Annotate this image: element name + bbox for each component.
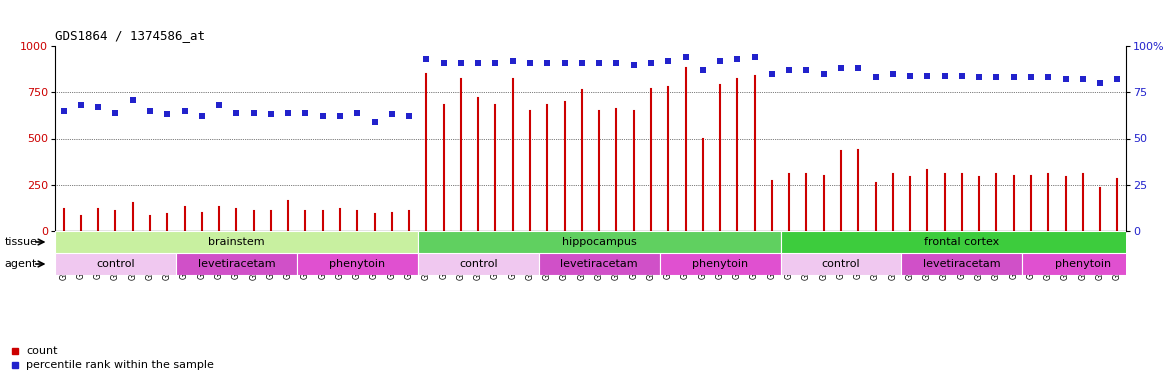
Text: tissue: tissue — [5, 237, 38, 247]
Point — [935, 73, 954, 79]
Point — [659, 58, 677, 64]
Point — [521, 60, 540, 66]
Point — [227, 110, 246, 116]
Point — [486, 60, 505, 66]
Point — [88, 104, 107, 110]
Text: count: count — [26, 346, 58, 356]
Point — [694, 67, 713, 73]
Point — [866, 75, 884, 81]
Point — [970, 75, 989, 81]
Point — [780, 67, 799, 73]
Point — [1004, 75, 1023, 81]
Text: frontal cortex: frontal cortex — [924, 237, 1000, 247]
Point — [400, 113, 419, 119]
Bar — [417, 231, 781, 253]
Point — [607, 60, 626, 66]
Bar — [539, 253, 660, 275]
Point — [123, 97, 142, 103]
Point — [624, 62, 643, 68]
Bar — [660, 253, 781, 275]
Text: agent: agent — [5, 259, 36, 269]
Point — [417, 56, 436, 62]
Point — [348, 110, 367, 116]
Point — [209, 102, 228, 108]
Point — [141, 108, 160, 114]
Point — [193, 113, 212, 119]
Point — [54, 108, 73, 114]
Point — [106, 110, 125, 116]
Bar — [902, 253, 1022, 275]
Point — [1108, 76, 1127, 82]
Point — [537, 60, 556, 66]
Point — [849, 65, 868, 71]
Bar — [781, 231, 1143, 253]
Point — [728, 56, 747, 62]
Point — [1074, 76, 1093, 82]
Point — [330, 113, 349, 119]
Point — [434, 60, 453, 66]
Text: percentile rank within the sample: percentile rank within the sample — [26, 360, 214, 370]
Point — [72, 102, 91, 108]
Text: GDS1864 / 1374586_at: GDS1864 / 1374586_at — [55, 29, 205, 42]
Text: control: control — [459, 259, 497, 269]
Point — [452, 60, 470, 66]
Bar — [176, 253, 296, 275]
Point — [573, 60, 592, 66]
Point — [555, 60, 574, 66]
Point — [814, 71, 833, 77]
Point — [279, 110, 298, 116]
Text: phenytoin: phenytoin — [1055, 259, 1111, 269]
Point — [175, 108, 194, 114]
Text: levetiracetam: levetiracetam — [198, 259, 275, 269]
Text: levetiracetam: levetiracetam — [923, 259, 1001, 269]
Point — [158, 111, 176, 117]
Point — [245, 110, 263, 116]
Point — [901, 73, 920, 79]
Bar — [296, 253, 417, 275]
Text: phenytoin: phenytoin — [691, 259, 748, 269]
Text: control: control — [96, 259, 135, 269]
Point — [1038, 75, 1057, 81]
Point — [746, 54, 764, 60]
Point — [469, 60, 488, 66]
Point — [710, 58, 729, 64]
Point — [589, 60, 608, 66]
Point — [642, 60, 661, 66]
Bar — [417, 253, 539, 275]
Point — [503, 58, 522, 64]
Text: levetiracetam: levetiracetam — [560, 259, 637, 269]
Point — [313, 113, 332, 119]
Text: brainstem: brainstem — [208, 237, 265, 247]
Point — [382, 111, 401, 117]
Point — [883, 71, 902, 77]
Point — [831, 65, 850, 71]
Point — [1022, 75, 1041, 81]
Text: control: control — [822, 259, 861, 269]
Point — [1056, 76, 1075, 82]
Point — [762, 71, 781, 77]
Point — [366, 119, 385, 125]
Bar — [1022, 253, 1143, 275]
Text: phenytoin: phenytoin — [329, 259, 386, 269]
Point — [676, 54, 695, 60]
Text: hippocampus: hippocampus — [562, 237, 636, 247]
Point — [797, 67, 816, 73]
Point — [261, 111, 280, 117]
Point — [1090, 80, 1109, 86]
Bar — [781, 253, 902, 275]
Point — [987, 75, 1005, 81]
Bar — [55, 253, 176, 275]
Point — [296, 110, 315, 116]
Bar — [55, 231, 417, 253]
Point — [918, 73, 937, 79]
Point — [953, 73, 971, 79]
